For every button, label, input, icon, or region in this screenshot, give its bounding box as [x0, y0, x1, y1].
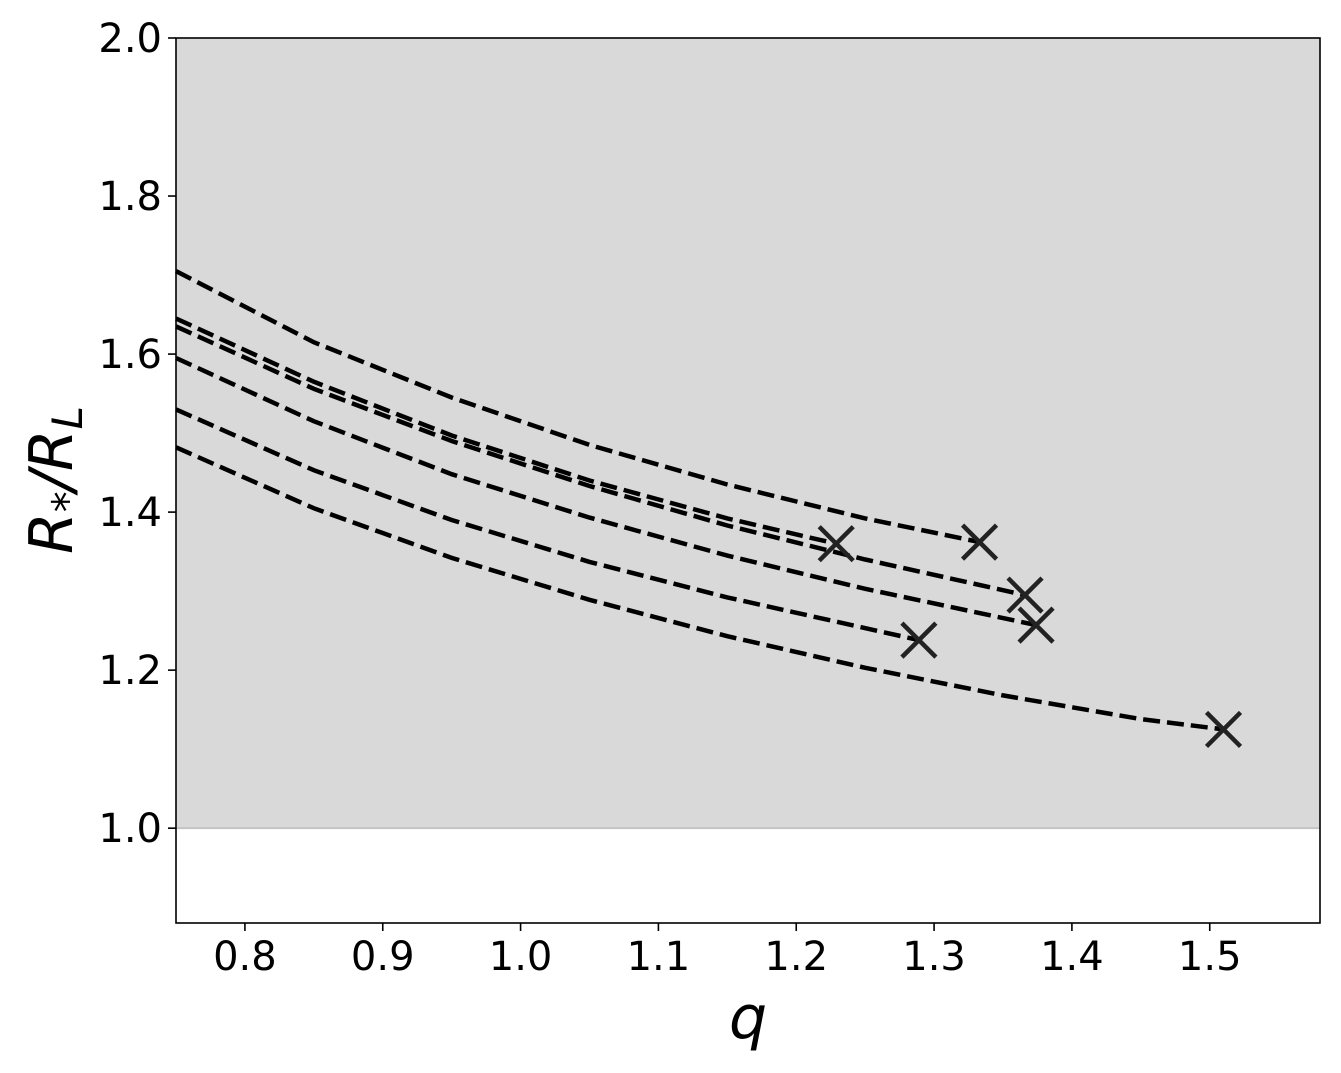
x-tick-label: 1.3 — [902, 934, 966, 980]
y-tick-label: 1.0 — [98, 806, 162, 852]
x-tick-label: 1.2 — [764, 934, 828, 980]
series-end-marker-2 — [817, 525, 855, 563]
y-tick-label: 1.6 — [98, 332, 162, 378]
y-tick-label: 2.0 — [98, 16, 162, 62]
series-line-2 — [175, 316, 837, 546]
x-tick-label: 0.9 — [351, 934, 415, 980]
y-tick-label: 1.2 — [98, 648, 162, 694]
y-tick-label: 1.4 — [98, 490, 162, 536]
x-tick-label: 1.4 — [1040, 934, 1104, 980]
y-axis-label: R*/RL — [17, 406, 92, 554]
series-end-marker-4 — [1017, 606, 1055, 644]
x-axis-label: q — [729, 983, 767, 1053]
series-end-marker-3 — [1006, 576, 1044, 614]
series-line-6 — [175, 445, 1224, 732]
y-tick-label: 1.8 — [98, 174, 162, 220]
shaded-region — [176, 38, 1320, 829]
x-tick-label: 0.8 — [213, 934, 277, 980]
series-line-5 — [175, 407, 920, 643]
series-end-marker-6 — [1204, 710, 1243, 748]
series-line-3 — [175, 324, 1026, 598]
plot-frame — [175, 37, 1321, 924]
x-tick-label: 1.0 — [489, 934, 553, 980]
series-end-marker-5 — [900, 621, 938, 659]
series-line-1 — [174, 269, 981, 545]
series-line-4 — [175, 355, 1037, 628]
plot-area — [174, 37, 1321, 924]
x-axis-ticks: 0.8 0.9 1.0 1.1 1.2 1.3 1.4 1.5 — [213, 923, 1242, 980]
x-tick-label: 1.5 — [1178, 934, 1242, 980]
series-end-marker-1 — [960, 523, 999, 561]
y-axis-ticks: 1.0 1.2 1.4 1.6 1.8 2.0 — [98, 16, 176, 852]
x-tick-label: 1.1 — [627, 934, 691, 980]
